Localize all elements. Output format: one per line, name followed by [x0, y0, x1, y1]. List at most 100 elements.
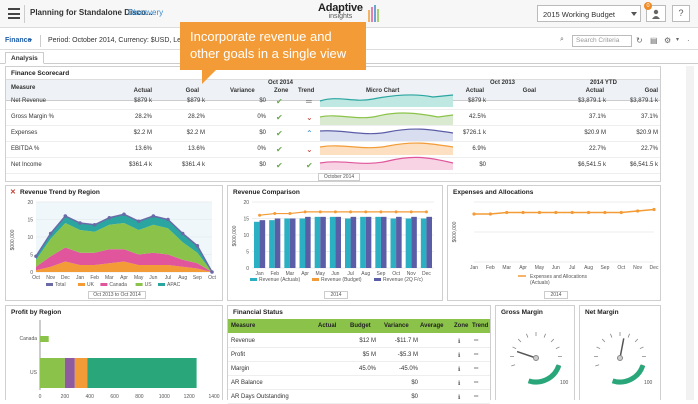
- data-point[interactable]: [319, 210, 322, 213]
- data-point[interactable]: [554, 211, 557, 214]
- bar-forecast[interactable]: [320, 217, 326, 268]
- data-point[interactable]: [181, 232, 185, 236]
- bar-forecast[interactable]: [290, 219, 296, 269]
- bar-forecast[interactable]: [381, 217, 387, 268]
- bar-actuals[interactable]: [345, 219, 351, 269]
- bar-forecast[interactable]: [305, 217, 311, 268]
- data-point[interactable]: [587, 211, 590, 214]
- y-tick-label: 5: [30, 253, 33, 259]
- trend-flat-icon: ═: [474, 380, 478, 386]
- more-icon[interactable]: ·: [687, 36, 690, 45]
- bar-actuals[interactable]: [330, 217, 336, 268]
- data-point[interactable]: [210, 270, 214, 274]
- ytd-goal-value: 37.1%: [614, 114, 658, 120]
- data-point[interactable]: [652, 208, 655, 211]
- data-point[interactable]: [505, 211, 508, 214]
- export-icon[interactable]: ▤: [650, 36, 658, 45]
- bar-forecast[interactable]: [366, 217, 372, 268]
- data-point[interactable]: [425, 210, 428, 213]
- data-point[interactable]: [122, 212, 126, 216]
- data-point[interactable]: [538, 211, 541, 214]
- bar-forecast[interactable]: [275, 219, 281, 269]
- bar-forecast[interactable]: [260, 220, 266, 268]
- data-point[interactable]: [137, 219, 141, 223]
- data-point[interactable]: [34, 254, 38, 258]
- data-point[interactable]: [364, 210, 367, 213]
- close-icon[interactable]: ✕: [10, 188, 16, 196]
- data-point[interactable]: [603, 211, 606, 214]
- data-point[interactable]: [620, 211, 623, 214]
- bar-actuals[interactable]: [315, 217, 321, 268]
- bar-forecast[interactable]: [426, 217, 432, 268]
- bar-actuals[interactable]: [406, 219, 412, 269]
- bar-forecast[interactable]: [351, 217, 357, 268]
- data-point[interactable]: [636, 209, 639, 212]
- bar-us-segment[interactable]: [40, 358, 65, 388]
- data-point[interactable]: [379, 210, 382, 213]
- data-point[interactable]: [288, 212, 291, 215]
- data-point[interactable]: [166, 218, 170, 222]
- bar-canada[interactable]: [40, 336, 49, 342]
- gauge-needle: [620, 338, 624, 358]
- chevron-down-icon[interactable]: ▾: [29, 37, 32, 44]
- bar-actuals[interactable]: [421, 219, 427, 269]
- data-point[interactable]: [571, 211, 574, 214]
- data-point[interactable]: [334, 210, 337, 213]
- measure-name: Profit: [231, 352, 245, 358]
- budget-select[interactable]: 2015 Working Budget: [537, 5, 641, 22]
- scrollbar[interactable]: [686, 66, 694, 400]
- notification-badge: 0: [644, 2, 652, 10]
- chevron-down-icon[interactable]: ▾: [676, 36, 679, 43]
- menu-icon[interactable]: [8, 8, 20, 19]
- data-point[interactable]: [521, 211, 524, 214]
- bar-us-segment[interactable]: [75, 358, 87, 388]
- bar-us-segment[interactable]: [87, 358, 196, 388]
- bar-actuals[interactable]: [254, 222, 260, 268]
- bar-actuals[interactable]: [360, 217, 366, 268]
- bar-actuals[interactable]: [269, 220, 275, 268]
- bar-forecast[interactable]: [411, 217, 417, 268]
- bar-forecast[interactable]: [396, 217, 402, 268]
- help-button[interactable]: ?: [672, 5, 690, 22]
- bar-forecast[interactable]: [335, 217, 341, 268]
- bar-actuals[interactable]: [300, 219, 306, 269]
- search-input[interactable]: Search Criteria: [572, 35, 632, 47]
- data-point[interactable]: [93, 223, 97, 227]
- gear-icon[interactable]: ⚙: [664, 36, 671, 45]
- data-point[interactable]: [349, 210, 352, 213]
- bar-actuals[interactable]: [284, 219, 290, 269]
- line-expenses[interactable]: [474, 210, 654, 215]
- bar-us-segment[interactable]: [65, 358, 75, 388]
- app-subtitle[interactable]: Discovery: [128, 8, 163, 17]
- gross-margin-panel: Gross Margin 100: [495, 305, 575, 400]
- sheet-selector[interactable]: Finance: [5, 37, 31, 44]
- ytd-goal-value: 22.7%: [614, 146, 658, 152]
- tab-analysis[interactable]: Analysis: [5, 52, 44, 64]
- data-point[interactable]: [258, 214, 261, 217]
- data-point[interactable]: [273, 212, 276, 215]
- data-point[interactable]: [78, 221, 82, 225]
- data-point[interactable]: [304, 210, 307, 213]
- data-point[interactable]: [489, 212, 492, 215]
- bar-actuals[interactable]: [391, 219, 397, 269]
- x-tick-label: Oct: [32, 275, 40, 281]
- legend-swatch: [46, 283, 53, 286]
- ytd-actual-value: $6,541.5 k: [562, 162, 606, 168]
- data-point[interactable]: [108, 216, 112, 220]
- data-point[interactable]: [49, 232, 53, 236]
- data-point[interactable]: [410, 210, 413, 213]
- refresh-icon[interactable]: ↻: [636, 36, 643, 45]
- data-point[interactable]: [152, 214, 156, 218]
- line-budget[interactable]: [260, 212, 427, 215]
- data-point[interactable]: [472, 212, 475, 215]
- data-point[interactable]: [395, 210, 398, 213]
- data-point[interactable]: [64, 214, 68, 218]
- bar-actuals[interactable]: [375, 217, 381, 268]
- x-tick-label: Jan: [76, 275, 84, 281]
- data-point[interactable]: [196, 244, 200, 248]
